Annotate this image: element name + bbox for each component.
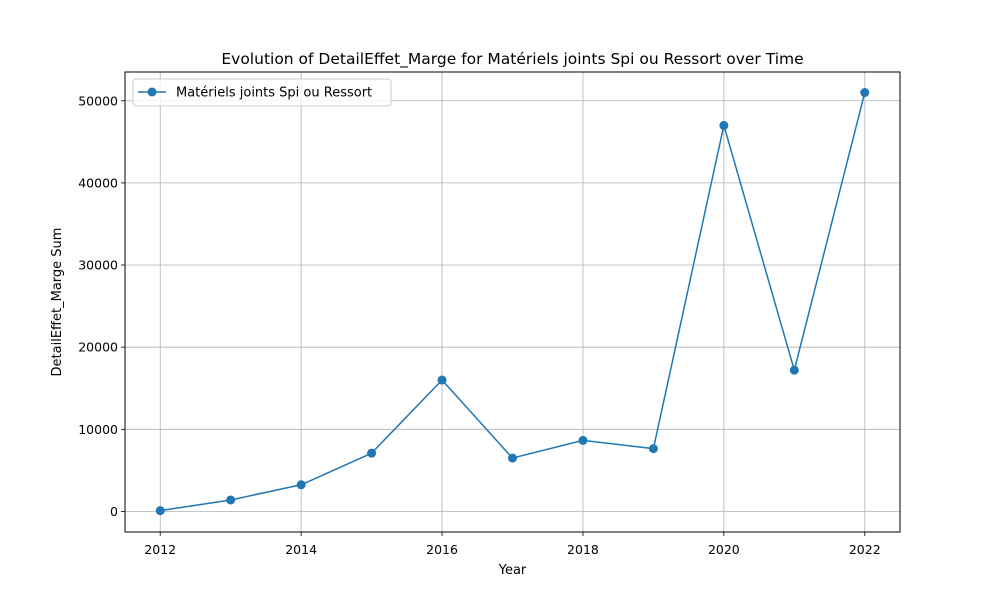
data-point-2015 [367, 448, 377, 458]
y-tick-label: 10000 [78, 422, 118, 437]
x-tick-label: 2022 [849, 542, 881, 557]
legend-label: Matériels joints Spi ou Ressort [176, 86, 372, 101]
y-tick-label: 40000 [78, 175, 118, 190]
y-tick-label: 30000 [78, 258, 118, 273]
data-point-2020 [719, 120, 729, 130]
grid [125, 72, 900, 532]
x-tick-label: 2016 [426, 542, 458, 557]
plot-frame [124, 71, 901, 533]
chart-title: Evolution of DetailEffet_Marge for Matér… [221, 50, 803, 69]
data-point-2013 [226, 495, 236, 505]
x-tick-label: 2018 [567, 542, 599, 557]
x-axis-label: Year [498, 563, 527, 578]
data-point-2014 [296, 480, 306, 490]
x-tick-label: 2012 [144, 542, 176, 557]
axis-ticks: 2012 2014 2016 2018 2020 2022 0 10000 20000 30000… [78, 93, 880, 557]
legend-marker-swatch [147, 87, 157, 97]
data-point-2012 [155, 506, 165, 516]
series-layer [155, 88, 870, 516]
y-tick-label: 0 [110, 504, 118, 519]
y-tick-label: 50000 [78, 93, 118, 108]
x-tick-label: 2014 [285, 542, 317, 557]
data-point-2019 [648, 444, 658, 454]
data-point-2017 [508, 453, 517, 463]
y-axis-label: DetailEffet_Marge Sum [50, 228, 65, 377]
legend-box [132, 78, 392, 107]
y-tick-label: 20000 [78, 340, 118, 355]
legend: Matériels joints Spi ou Ressort [132, 78, 392, 107]
data-point-2018 [578, 435, 588, 445]
data-point-2022 [860, 88, 870, 98]
x-tick-label: 2020 [708, 542, 740, 557]
data-point-2021 [789, 365, 799, 375]
data-point-2016 [437, 375, 447, 385]
